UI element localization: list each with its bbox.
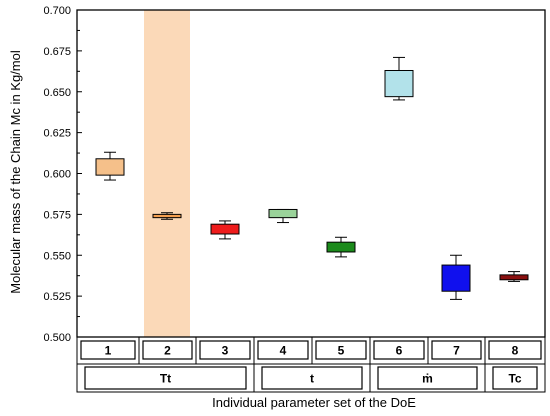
axis-layer: 0.500 0.525 0.550 0.575 0.600 0.625 0.650 0.675… — [43, 5, 546, 344]
box-body — [268, 208, 298, 219]
y-tick-label: 0.525 — [43, 291, 71, 303]
y-axis-title: Molecular mass of the Chain Mc in Kg/mol — [8, 50, 23, 294]
category-label: 2 — [164, 344, 171, 358]
box-body — [95, 158, 125, 176]
category-cell — [488, 340, 542, 360]
category-label: 8 — [512, 344, 519, 358]
category-label: 7 — [453, 344, 460, 358]
y-tick-label: 0.650 — [43, 87, 71, 99]
group-label: Tc — [508, 372, 521, 386]
category-label: 3 — [222, 344, 229, 358]
category-cell — [373, 340, 425, 360]
box-7 — [441, 254, 471, 300]
group-cell — [377, 366, 478, 390]
y-tick-label: 0.600 — [43, 169, 71, 181]
group-label: t — [310, 372, 314, 386]
category-label: 6 — [396, 344, 403, 358]
y-tick-label: 0.675 — [43, 46, 71, 58]
category-cell — [431, 340, 482, 360]
group-cell — [261, 366, 363, 390]
box-body — [384, 69, 414, 98]
highlight-layer — [144, 10, 190, 337]
group-label: ṁ — [422, 372, 433, 386]
category-cell — [199, 340, 251, 360]
y-tick-label: 0.575 — [43, 209, 71, 221]
category-label: 4 — [280, 344, 287, 358]
category-cell — [315, 340, 367, 360]
box-5 — [326, 236, 356, 258]
category-label: 5 — [338, 344, 345, 358]
category-cell — [80, 340, 136, 360]
y-tick-label: 0.625 — [43, 128, 71, 140]
category-cell — [257, 340, 309, 360]
box-body — [499, 274, 529, 281]
box-6 — [384, 56, 414, 101]
y-tick-label: 0.550 — [43, 250, 71, 262]
box-8 — [499, 271, 529, 282]
category-cell — [142, 340, 193, 360]
box-body — [210, 223, 240, 235]
y-tick-label: 0.500 — [43, 332, 71, 344]
box-layer — [95, 56, 529, 300]
box-1 — [95, 151, 125, 181]
group-cell — [492, 366, 538, 390]
box-body — [326, 241, 356, 253]
category-label: 1 — [105, 344, 112, 358]
box-body — [441, 264, 471, 292]
x-axis-title: Individual parameter set of the DoE — [212, 395, 416, 410]
group-cell — [84, 366, 247, 390]
category-cells-layer: 1 2 3 4 5 6 7 8 Tt t ṁ Tc — [76, 336, 546, 393]
box-2 — [152, 212, 182, 220]
group-label: Tt — [160, 372, 171, 386]
box-body — [152, 213, 182, 219]
highlight-band — [144, 10, 190, 337]
y-tick-label: 0.700 — [43, 5, 71, 17]
box-3 — [210, 220, 240, 240]
box-4 — [268, 208, 298, 224]
